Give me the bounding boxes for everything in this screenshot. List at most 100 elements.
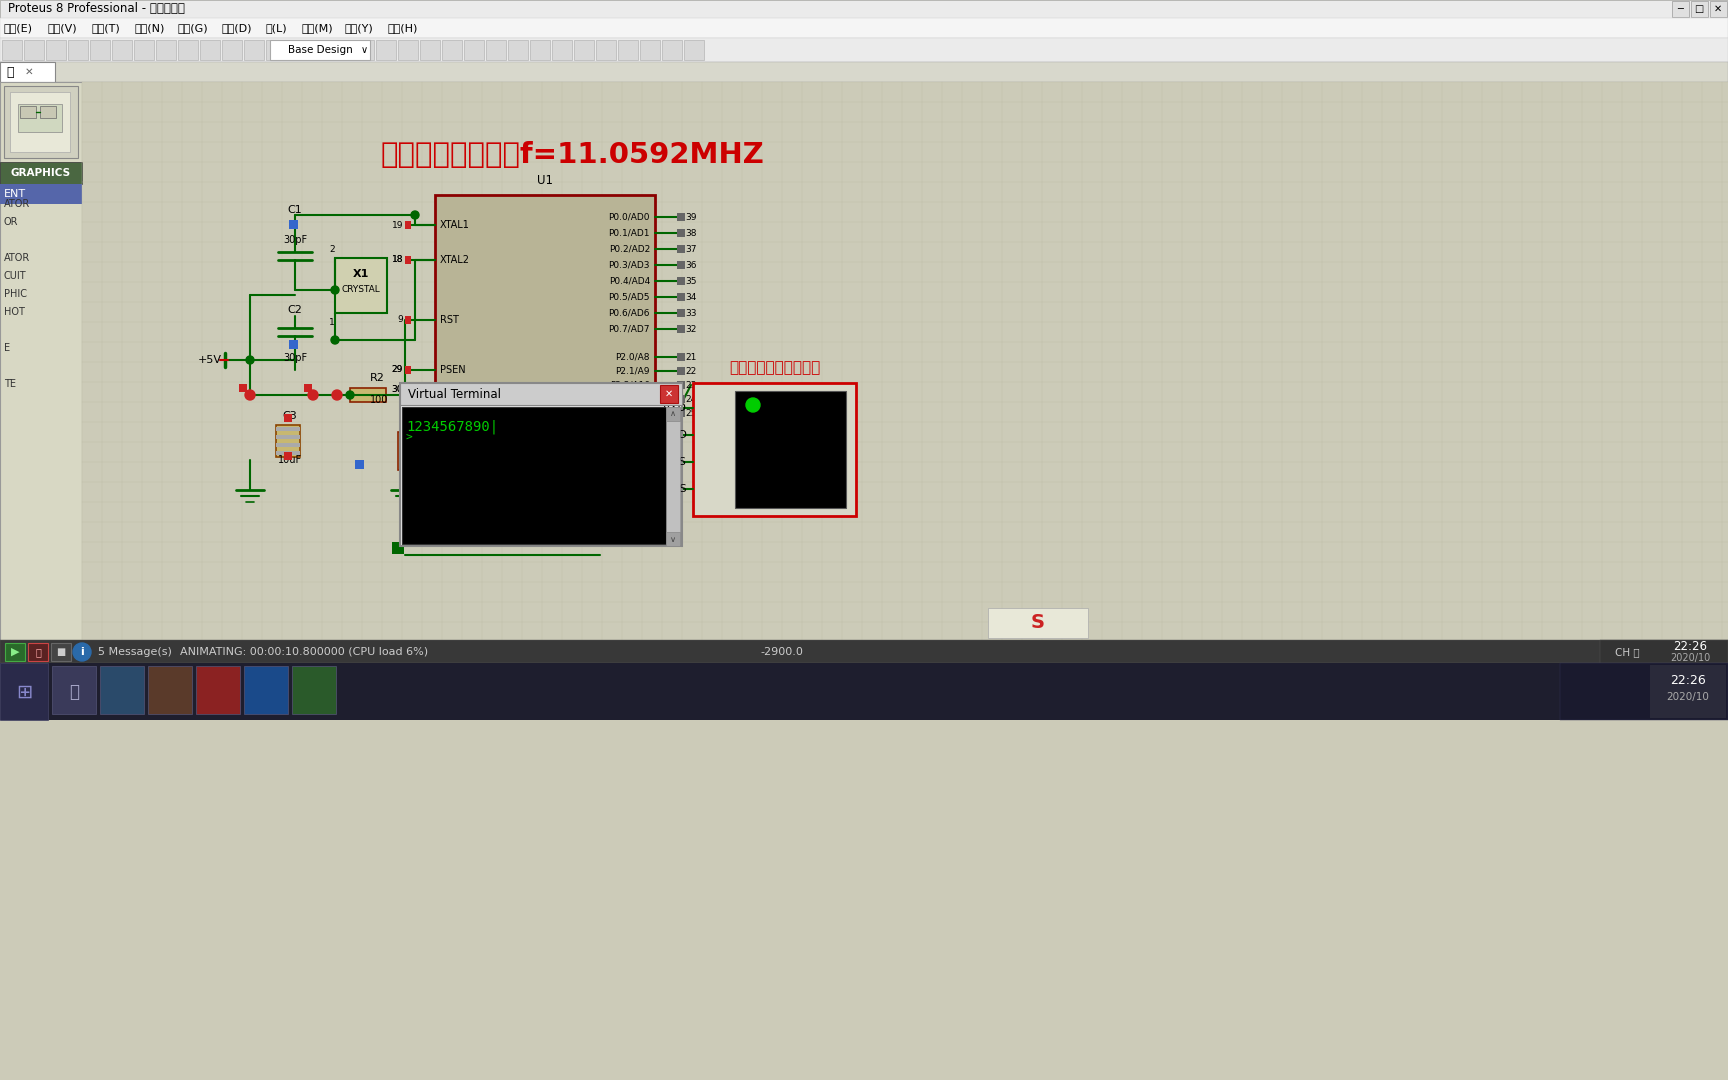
Bar [508, 40, 529, 60]
Text: 22: 22 [684, 366, 696, 376]
Bar [81, 82, 1728, 640]
Text: ∨: ∨ [361, 45, 368, 55]
Bar [354, 40, 373, 60]
Text: PHIC: PHIC [3, 289, 28, 299]
Bar [677, 325, 684, 333]
Bar [574, 40, 594, 60]
Bar [465, 40, 484, 60]
Bar [665, 407, 681, 544]
Text: GRAPHICS: GRAPHICS [10, 168, 71, 178]
Text: 30pF: 30pF [283, 353, 308, 363]
Text: P2.1/A9: P2.1/A9 [615, 366, 650, 376]
Bar [178, 40, 199, 60]
Text: 10uF: 10uF [278, 455, 302, 465]
Bar [399, 383, 683, 405]
Text: CH 中: CH 中 [1616, 647, 1640, 657]
Bar [0, 0, 1728, 18]
Text: PSEN: PSEN [441, 365, 465, 375]
Bar [283, 453, 292, 460]
Bar [662, 40, 683, 60]
Text: P2.3/A11: P2.3/A11 [610, 394, 650, 404]
Bar [24, 40, 43, 60]
Text: RTS: RTS [665, 457, 688, 467]
Text: P0.7/AD7: P0.7/AD7 [608, 324, 650, 334]
Bar [988, 608, 1089, 638]
Bar [0, 38, 1728, 62]
Text: TXD: TXD [664, 430, 688, 440]
Text: C1: C1 [287, 205, 302, 215]
Text: 29: 29 [392, 365, 403, 375]
Text: S: S [1032, 613, 1045, 633]
Text: 18: 18 [392, 256, 403, 265]
Bar [276, 426, 301, 457]
Text: ─: ─ [1678, 4, 1683, 14]
Bar [404, 221, 411, 229]
Text: HOT: HOT [3, 307, 24, 318]
Bar [276, 435, 301, 438]
Bar [309, 40, 330, 60]
Text: 图: 图 [5, 66, 14, 79]
Text: +5V: +5V [199, 355, 221, 365]
Text: P0.4/AD4: P0.4/AD4 [608, 276, 650, 285]
Text: 39: 39 [684, 213, 696, 221]
Bar [10, 92, 71, 152]
Bar [276, 427, 301, 431]
Bar [289, 340, 297, 349]
Bar [677, 245, 684, 253]
Text: 1234567890|: 1234567890| [406, 419, 498, 433]
Text: P0.2/AD2: P0.2/AD2 [608, 244, 650, 254]
Bar [660, 384, 677, 403]
Text: ✕: ✕ [24, 67, 35, 77]
Bar [283, 414, 292, 422]
Text: 2020/10: 2020/10 [1666, 692, 1709, 702]
Bar [52, 643, 71, 661]
Text: 36: 36 [684, 260, 696, 270]
Bar [195, 666, 240, 714]
Text: ANIMATING: 00:00:10.800000 (CPU load 6%): ANIMATING: 00:00:10.800000 (CPU load 6%) [180, 647, 429, 657]
Bar [677, 293, 684, 301]
Bar [420, 40, 441, 60]
Text: TE: TE [3, 379, 16, 389]
Bar [2, 40, 22, 60]
Bar [734, 391, 847, 508]
Circle shape [332, 286, 339, 294]
Bar [47, 40, 66, 60]
Bar [596, 40, 615, 60]
Text: ⏸: ⏸ [35, 647, 41, 657]
Text: 设计(N): 设计(N) [135, 23, 164, 33]
Bar [100, 666, 143, 714]
Text: P0.0/AD0: P0.0/AD0 [608, 213, 650, 221]
Text: P0.3/AD3: P0.3/AD3 [608, 260, 650, 270]
Text: RXD: RXD [664, 403, 688, 413]
Text: R1: R1 [408, 420, 423, 430]
Text: 文件(E): 文件(E) [3, 23, 33, 33]
Text: ENT: ENT [3, 189, 26, 199]
Bar [401, 384, 410, 392]
Bar [677, 229, 684, 237]
Bar [135, 40, 154, 60]
Text: 工具(T): 工具(T) [92, 23, 119, 33]
Text: R2: R2 [370, 373, 385, 383]
Bar [289, 340, 297, 349]
Text: Proteus 8 Professional - 原理图绘制: Proteus 8 Professional - 原理图绘制 [9, 2, 185, 15]
Bar [665, 407, 681, 421]
Bar [90, 40, 111, 60]
Text: 系统(Y): 系统(Y) [344, 23, 373, 33]
Circle shape [245, 356, 254, 364]
Text: RST: RST [441, 315, 460, 325]
Bar [404, 386, 411, 394]
Text: ▶: ▶ [10, 647, 19, 657]
Bar [404, 256, 411, 264]
Text: 虚拟终端（显示字符）: 虚拟终端（显示字符） [729, 360, 821, 375]
Text: 18: 18 [392, 256, 403, 265]
Bar [0, 82, 81, 640]
Bar [292, 666, 335, 714]
Circle shape [245, 391, 254, 399]
Text: 视图(V): 视图(V) [47, 23, 78, 33]
Text: 2: 2 [330, 245, 335, 254]
Circle shape [308, 390, 318, 400]
Bar [1673, 1, 1688, 17]
Bar [403, 407, 665, 544]
Bar [0, 184, 81, 204]
Circle shape [346, 391, 354, 399]
